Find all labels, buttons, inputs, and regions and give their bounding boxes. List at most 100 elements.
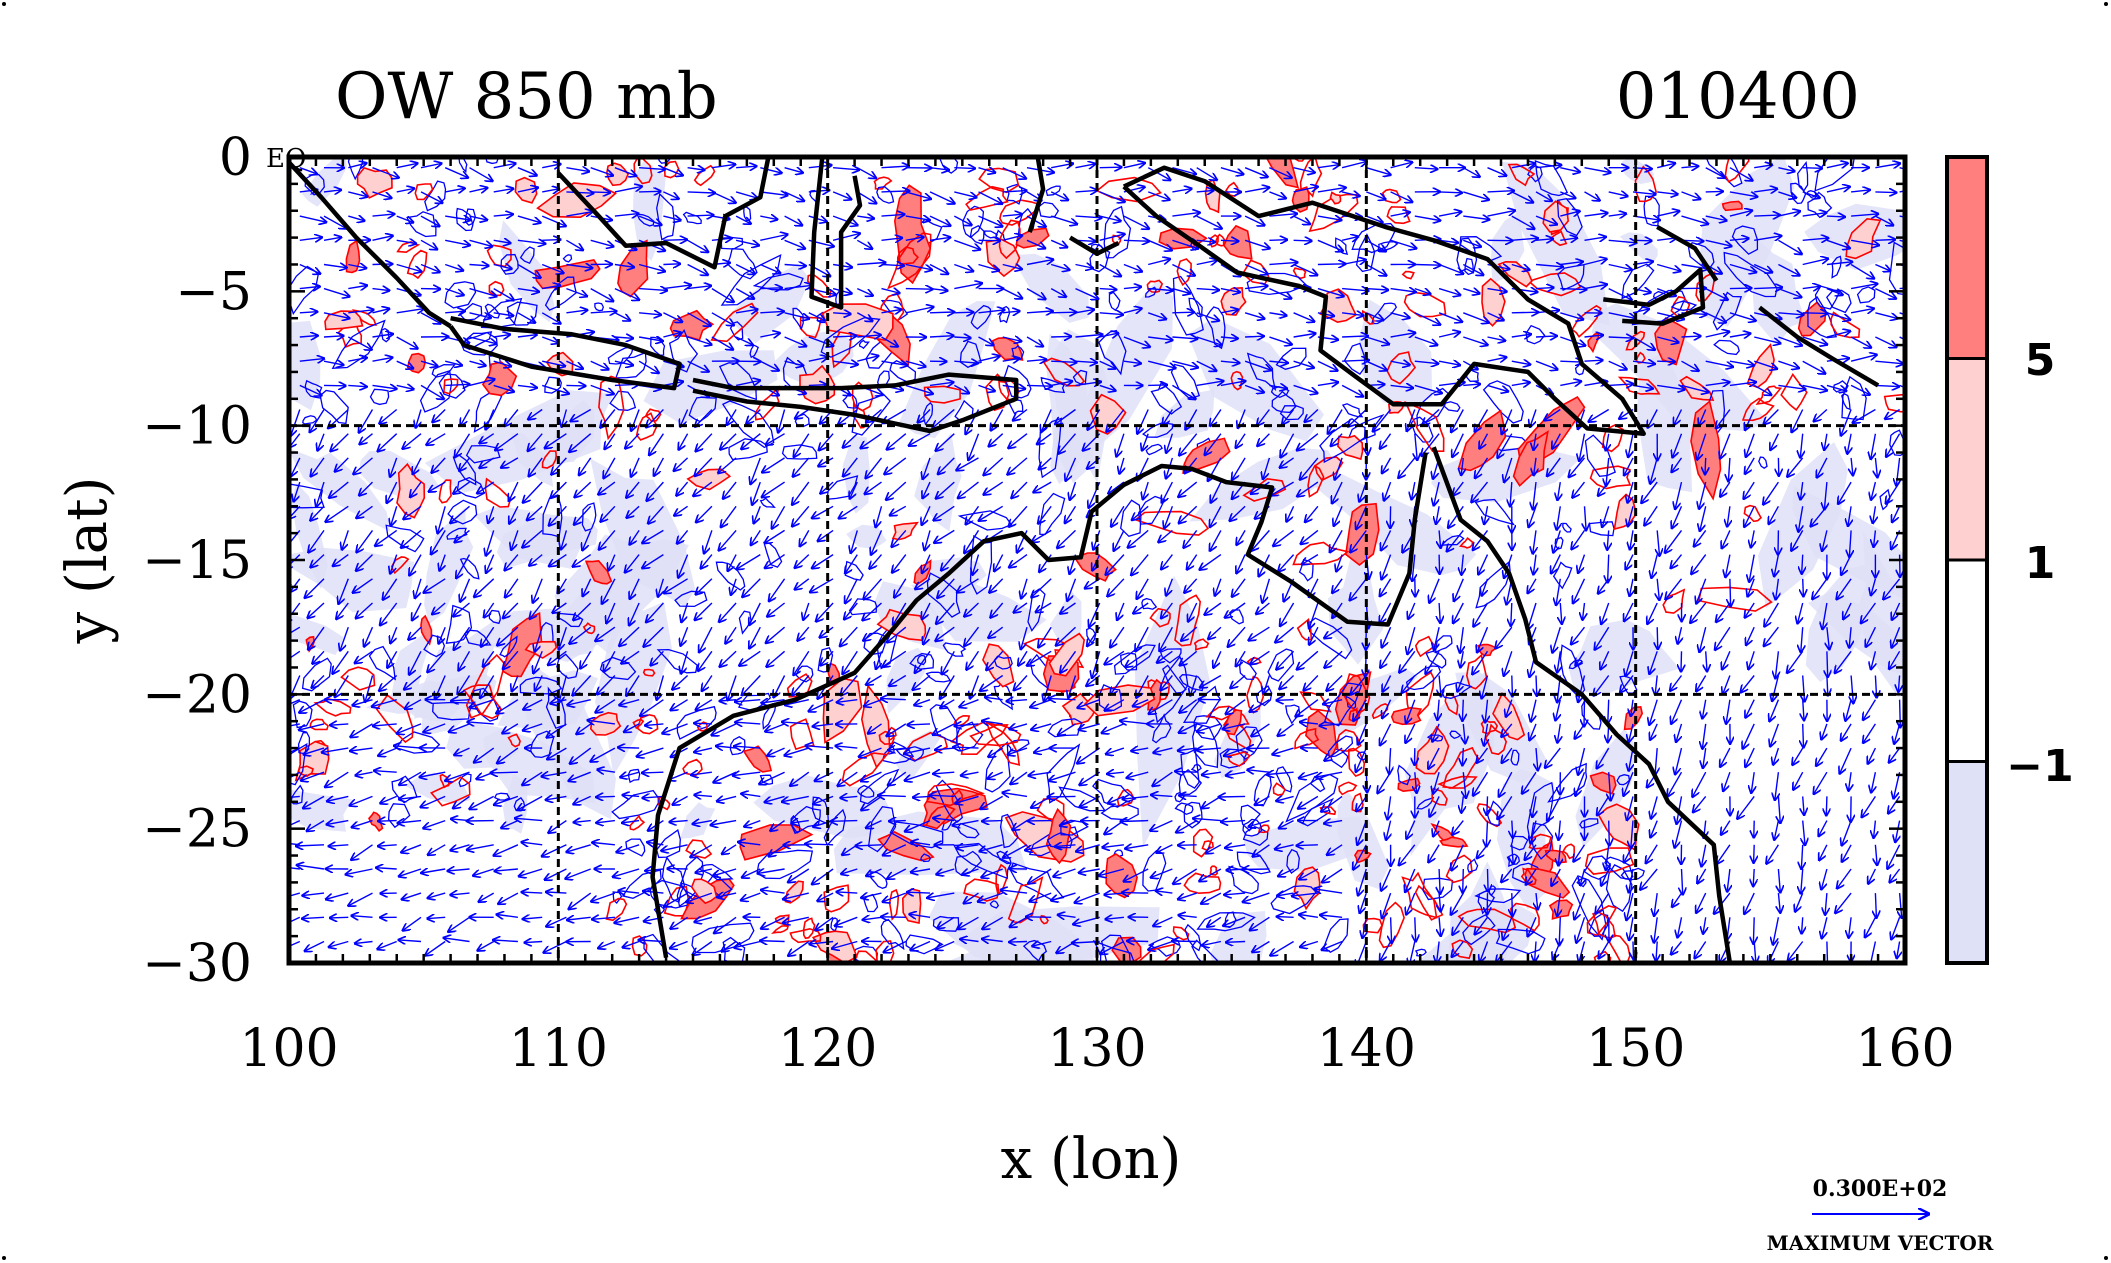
negative-contour: [691, 922, 755, 954]
negative-contour: [432, 701, 474, 721]
negative-contour: [999, 813, 1019, 849]
positive-contour: [1172, 926, 1190, 941]
negative-shading-patch: [1243, 816, 1366, 873]
negative-contour: [880, 918, 905, 951]
negative-contour: [1327, 735, 1354, 758]
wind-vector: [597, 796, 615, 797]
wind-vector: [1827, 651, 1828, 677]
wind-vector: [1048, 796, 1076, 797]
colorbar-band: [1945, 155, 1989, 360]
wind-vector: [1657, 361, 1674, 362]
negative-contour: [1100, 934, 1131, 963]
wind-vector: [905, 289, 932, 290]
negative-contour: [756, 849, 814, 880]
positive-contour: [1347, 747, 1366, 778]
negative-contour: [1178, 674, 1204, 692]
negative-contour: [1670, 300, 1698, 311]
x-axis-label: x (lon): [1001, 1127, 1182, 1192]
negative-contour: [609, 390, 637, 411]
wind-vector: [1633, 941, 1634, 959]
y-tick-label: 0: [219, 128, 252, 188]
negative-contour: [759, 774, 774, 785]
positive-contour: [657, 795, 671, 811]
wind-vector: [907, 892, 931, 893]
negative-contour: [1416, 387, 1450, 427]
wind-vector: [642, 772, 664, 773]
negative-contour: [500, 253, 519, 275]
negative-contour: [1510, 835, 1529, 851]
wind-vector: [1178, 845, 1197, 846]
y-tick-label: −10: [142, 397, 252, 457]
negative-contour: [485, 157, 500, 165]
positive-contour: [1484, 723, 1508, 756]
wind-vector: [1099, 289, 1116, 290]
negative-contour: [1174, 802, 1194, 816]
negative-contour: [1275, 347, 1307, 370]
positive-contour: [1721, 200, 1743, 212]
negative-contour: [1534, 160, 1569, 197]
wind-vector: [983, 821, 1003, 822]
negative-contour: [895, 746, 924, 762]
negative-contour: [920, 853, 932, 863]
y-tick-label: −20: [142, 665, 252, 725]
negative-contour: [1723, 251, 1778, 298]
wind-vector: [1243, 869, 1270, 870]
negative-contour: [1467, 858, 1479, 873]
vector-legend-value: 0.300E+02: [1813, 1176, 1948, 1202]
wind-vector: [1051, 312, 1076, 313]
wind-vector: [1681, 651, 1682, 671]
negative-contour: [989, 900, 1000, 909]
negative-shading-patch: [914, 432, 962, 532]
wind-vector: [1488, 868, 1489, 891]
wind-vector: [491, 772, 518, 773]
wind-vector: [760, 288, 781, 289]
colorbar-label-5: 5: [2025, 335, 2056, 386]
negative-contour: [544, 376, 562, 394]
wind-vector: [1535, 288, 1553, 289]
negative-contour: [859, 768, 900, 805]
wind-vector: [1439, 868, 1440, 894]
positive-contour: [1724, 157, 1750, 183]
positive-contour: [1176, 258, 1192, 287]
positive-contour: [770, 924, 789, 935]
positive-contour: [1265, 157, 1300, 189]
wind-vector: [881, 191, 910, 192]
negative-contour: [676, 705, 717, 740]
negative-contour: [1188, 297, 1203, 318]
negative-contour: [858, 339, 870, 350]
negative-contour: [1556, 197, 1583, 237]
x-tick-label: 140: [1317, 1019, 1416, 1079]
y-tick-label: −15: [142, 531, 252, 591]
positive-contour: [685, 839, 713, 859]
negative-contour: [720, 254, 782, 306]
colorbar-band: [1945, 558, 1989, 763]
positive-contour: [1403, 291, 1447, 318]
negative-contour: [1309, 775, 1326, 793]
y-axis-label: y (lat): [55, 477, 120, 645]
wind-vector: [1802, 168, 1822, 169]
negative-contour: [1193, 715, 1223, 741]
negative-contour: [1831, 255, 1842, 279]
colorbar-band: [1945, 357, 1989, 562]
positive-contour: [1741, 397, 1775, 422]
positive-contour: [351, 309, 377, 326]
negative-contour: [1022, 939, 1048, 962]
negative-contour: [1422, 877, 1454, 901]
negative-contour: [1092, 778, 1137, 808]
negative-contour: [1510, 749, 1520, 766]
positive-contour: [969, 723, 1022, 747]
wind-vector: [1173, 941, 1197, 942]
positive-contour: [1338, 781, 1358, 796]
negative-shading-patch: [753, 775, 897, 839]
positive-contour: [1048, 632, 1086, 677]
negative-contour: [1323, 682, 1363, 727]
negative-shading-patch: [289, 789, 353, 832]
positive-contour: [1183, 872, 1222, 895]
negative-contour: [621, 869, 662, 899]
wind-vector: [878, 795, 906, 796]
negative-shading-patch: [390, 630, 429, 701]
negative-contour: [984, 741, 1011, 793]
positive-contour: [1272, 782, 1287, 797]
negative-contour: [1286, 848, 1300, 874]
